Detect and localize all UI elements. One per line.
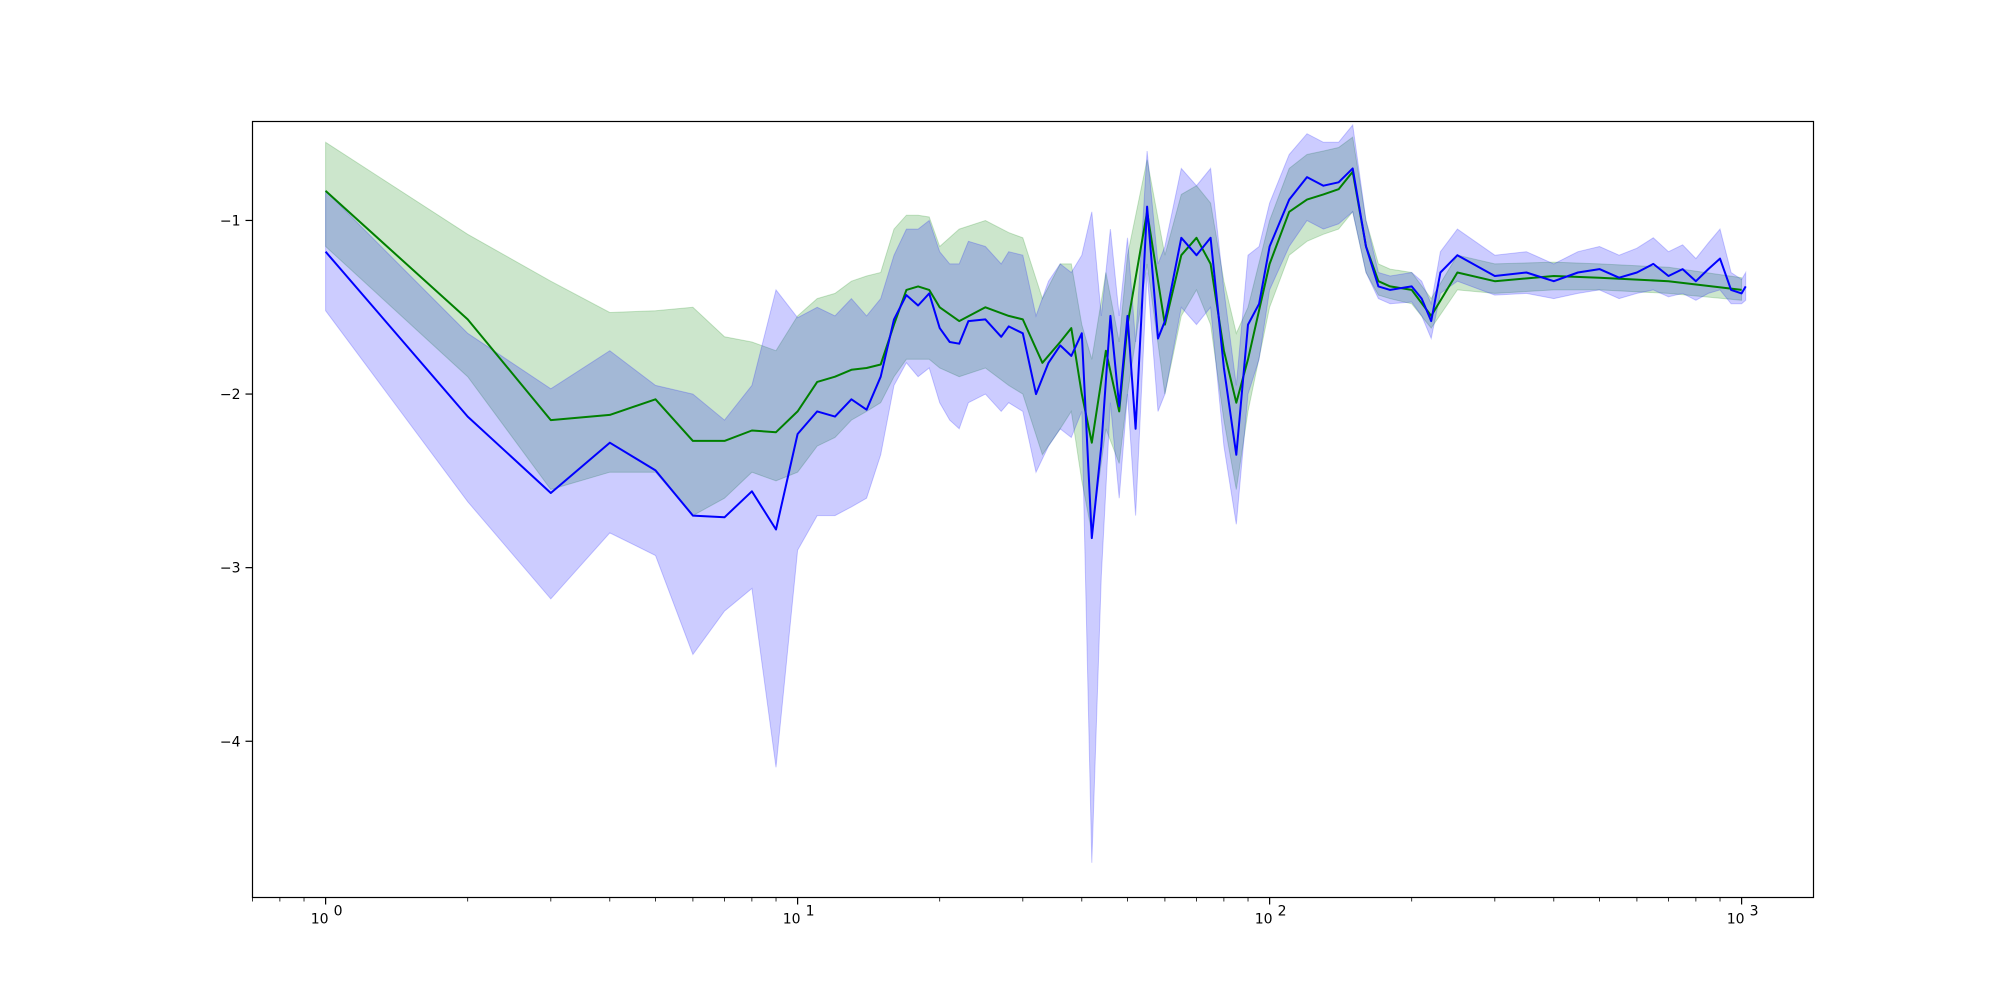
- x-tick-label: 10: [783, 912, 801, 928]
- line-series-1: [324, 167, 1747, 540]
- y-tick-label: −4: [220, 734, 241, 750]
- y-axis: −1 −2 −3 −4: [220, 213, 253, 750]
- series-lines: [324, 167, 1747, 540]
- x-tick-label: 10: [1727, 912, 1745, 928]
- confidence-bands: [325, 123, 1747, 863]
- plot-frame: [251, 120, 1815, 899]
- x-tick-label: 10: [1255, 912, 1273, 928]
- band-series-0: [325, 136, 1743, 533]
- band-series-1: [325, 123, 1747, 863]
- y-tick-label: −3: [220, 561, 241, 577]
- x-tick-exponent: 2: [1278, 904, 1287, 920]
- y-tick-label: −2: [220, 387, 241, 403]
- x-axis: 10 0 10 1 10 2 10 3: [252, 897, 1759, 928]
- x-tick-exponent: 0: [334, 904, 343, 920]
- line-series-0: [324, 170, 1742, 444]
- x-tick-exponent: 3: [1750, 904, 1759, 920]
- x-tick-exponent: 1: [806, 904, 815, 920]
- x-tick-label: 10: [311, 912, 329, 928]
- y-tick-label: −1: [220, 213, 241, 229]
